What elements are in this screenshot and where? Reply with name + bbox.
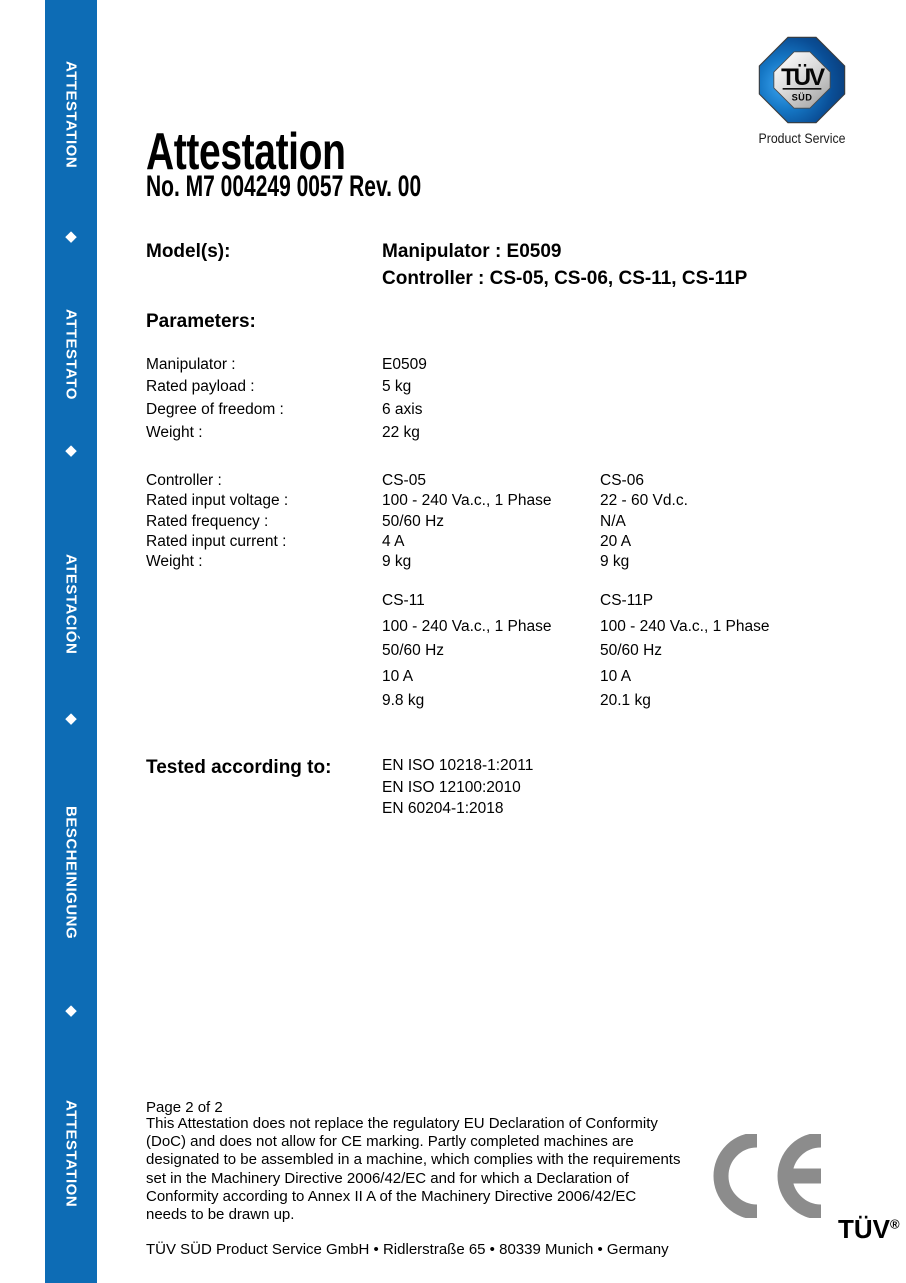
svg-text:TÜV: TÜV xyxy=(781,64,825,91)
svg-text:SÜD: SÜD xyxy=(792,93,813,103)
